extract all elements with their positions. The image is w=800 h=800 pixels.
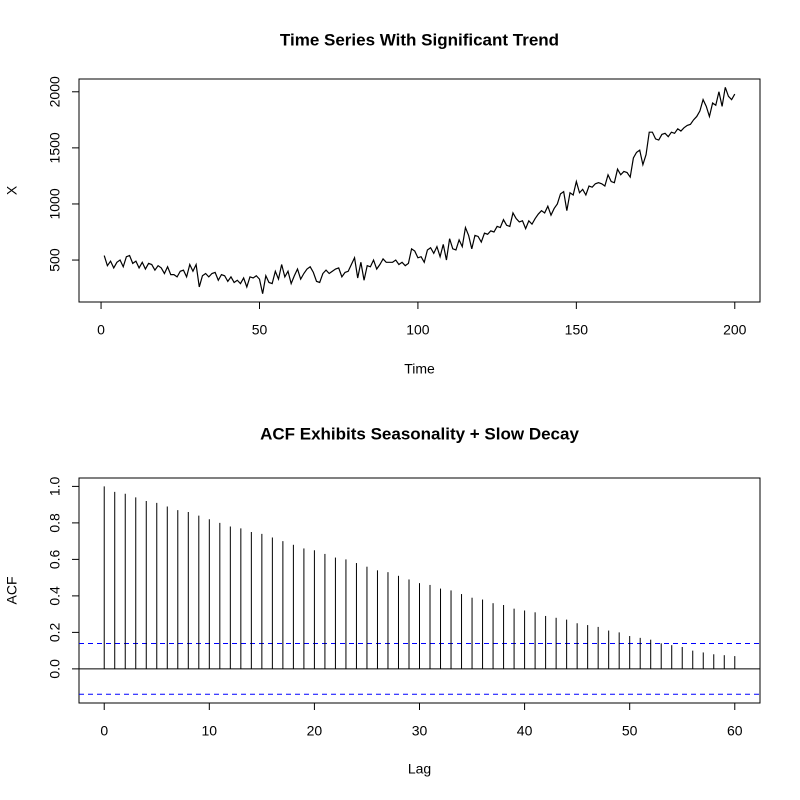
y-axis-label: ACF — [4, 577, 20, 605]
y-tick-label: 0.4 — [47, 586, 63, 606]
series-line — [103, 87, 736, 294]
y-tick-label: 500 — [47, 248, 63, 272]
y-tick-label: 1000 — [47, 188, 63, 219]
y-tick-label: 0.2 — [47, 622, 63, 642]
x-tick-label: 60 — [727, 723, 743, 739]
x-tick-label: 50 — [252, 322, 268, 338]
y-tick-label: 0.6 — [47, 549, 63, 569]
x-tick-label: 0 — [97, 322, 105, 338]
x-tick-label: 30 — [412, 723, 428, 739]
y-tick-label: 1.0 — [47, 476, 63, 496]
y-tick-label: 0.0 — [47, 659, 63, 679]
plot-frame — [78, 78, 761, 303]
y-tick-label: 0.8 — [47, 513, 63, 533]
x-tick-label: 40 — [517, 723, 533, 739]
y-tick-label: 1500 — [47, 132, 63, 163]
x-axis-label: Lag — [408, 761, 431, 777]
chart-title: Time Series With Significant Trend — [280, 30, 559, 49]
x-tick-label: 10 — [202, 723, 218, 739]
x-axis-label: Time — [404, 361, 435, 377]
x-tick-label: 0 — [100, 723, 108, 739]
chart-title: ACF Exhibits Seasonality + Slow Decay — [260, 424, 579, 443]
x-tick-label: 20 — [307, 723, 323, 739]
x-tick-label: 200 — [723, 322, 747, 338]
x-tick-label: 100 — [406, 322, 430, 338]
x-tick-label: 50 — [622, 723, 638, 739]
y-axis-label: X — [4, 185, 20, 195]
y-tick-label: 2000 — [47, 76, 63, 107]
x-tick-label: 150 — [565, 322, 589, 338]
